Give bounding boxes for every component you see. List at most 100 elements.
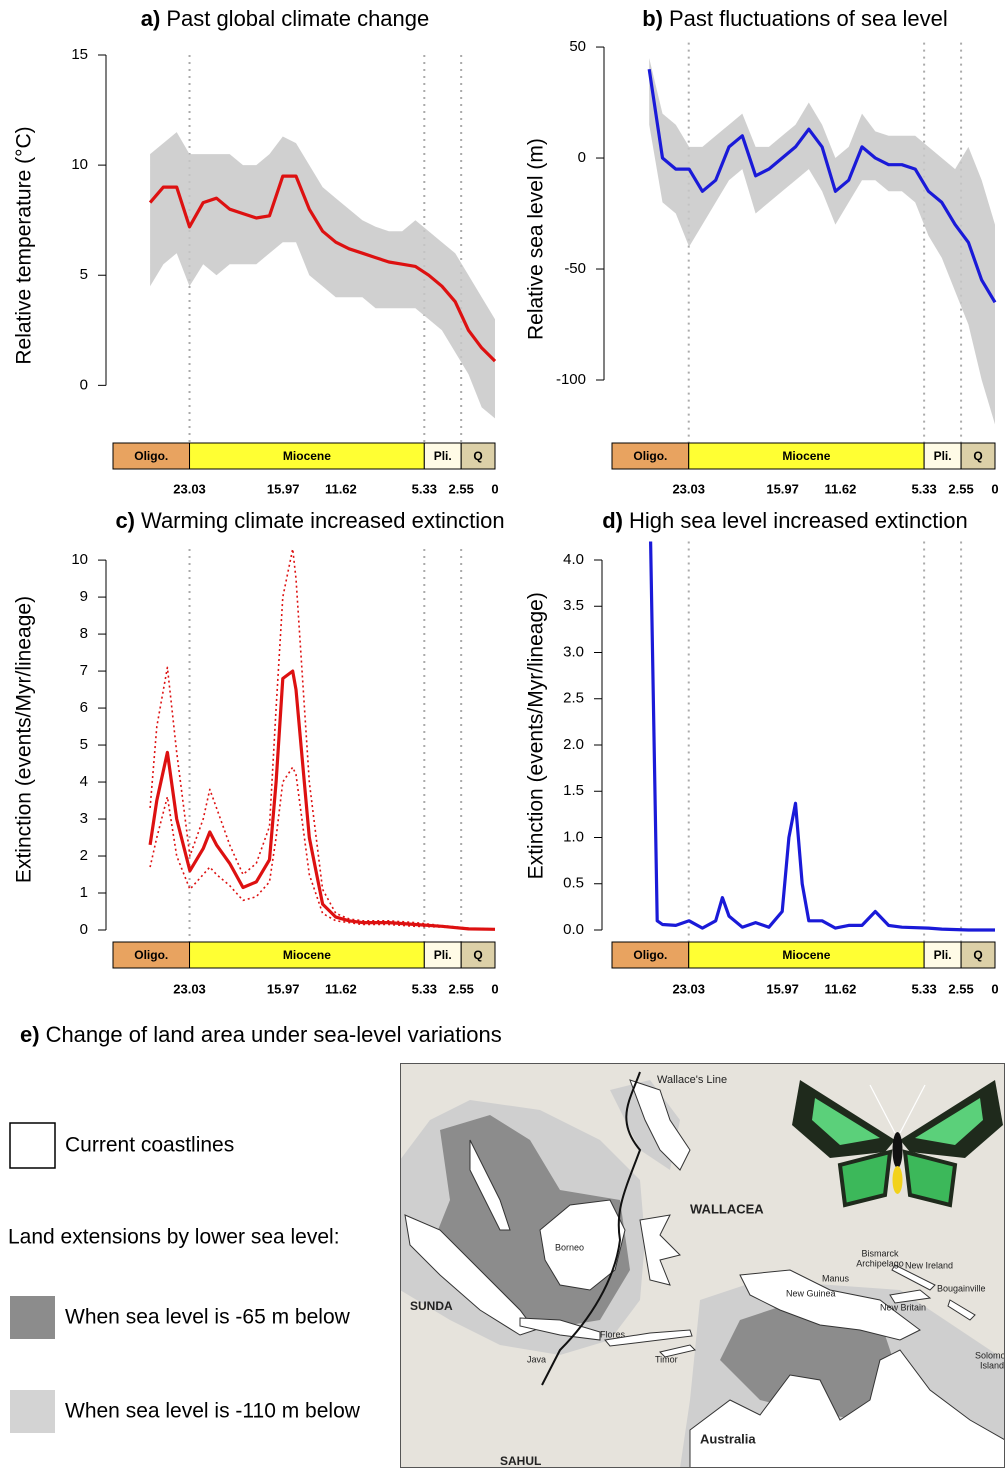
map-label: Bougainville xyxy=(937,1283,986,1293)
y-tick-label: 10 xyxy=(71,156,88,173)
legend-text: Current coastlines xyxy=(65,1134,234,1157)
x-tick-label: 2.55 xyxy=(449,981,474,996)
y-tick-label: 8 xyxy=(80,625,88,642)
epoch-label: Q xyxy=(973,449,982,463)
map-label: Australia xyxy=(700,1431,756,1446)
epoch-label: Pli. xyxy=(934,449,952,463)
epoch-bar xyxy=(189,941,425,969)
map-label: Solomon xyxy=(975,1350,1005,1360)
y-axis-label: Extinction (events/Myr/lineage) xyxy=(525,592,548,879)
map: Wallace's Line WALLACEA Borneo SUNDA Jav… xyxy=(400,1063,1005,1468)
panel-title-text: Past fluctuations of sea level xyxy=(669,6,948,31)
x-tick-label: 15.97 xyxy=(267,981,300,996)
epoch-bar xyxy=(960,442,996,470)
panel-e-title: e) Change of land area under sea-level va… xyxy=(20,1022,502,1047)
data-line xyxy=(148,669,496,931)
x-tick-label: 2.55 xyxy=(948,981,973,996)
y-tick-label: 4.0 xyxy=(563,551,584,568)
x-tick-label: 15.97 xyxy=(766,481,799,496)
y-tick-label: 0.5 xyxy=(563,875,584,892)
legend-heading: Land extensions by lower sea level: xyxy=(8,1226,340,1249)
y-tick-label: 0 xyxy=(578,149,586,166)
panel-label: a) xyxy=(141,6,161,31)
epoch-label: Q xyxy=(473,948,482,962)
epoch-bar xyxy=(460,941,496,969)
map-label: Wallace's Line xyxy=(657,1074,727,1086)
x-tick-label: 15.97 xyxy=(267,481,300,496)
panel-label: d) xyxy=(602,508,623,533)
epoch-label: Oligo. xyxy=(633,449,667,463)
epoch-label: Q xyxy=(973,948,982,962)
panel: a) Past global climate change Relative tem… xyxy=(13,6,499,497)
epoch-bar xyxy=(423,941,462,969)
x-tick-label: 23.03 xyxy=(173,981,206,996)
map-label: SUNDA xyxy=(410,1299,453,1313)
x-tick-label: 23.03 xyxy=(672,481,705,496)
butterfly xyxy=(792,1080,1003,1208)
y-tick-label: 3 xyxy=(80,810,88,827)
epoch-label: Miocene xyxy=(283,449,331,463)
epoch-label: Pli. xyxy=(434,449,452,463)
x-tick-label: 0 xyxy=(491,481,498,496)
panel: b) Past fluctuations of sea level Relative… xyxy=(525,6,999,497)
x-tick-label: 0 xyxy=(991,981,998,996)
y-tick-label: 9 xyxy=(80,588,88,605)
legend-text: When sea level is -65 m below xyxy=(65,1306,351,1329)
map-label: SAHUL xyxy=(500,1454,541,1468)
panel-title: a) Past global climate change xyxy=(141,6,430,31)
map-label: Islands xyxy=(980,1360,1005,1370)
land xyxy=(404,1079,1005,1468)
panel: d) High sea level increased extinction Ext… xyxy=(525,508,999,997)
y-axis-label: Relative sea level (m) xyxy=(525,138,548,340)
map-label: Archipelago xyxy=(856,1258,904,1268)
panel-title: c) Warming climate increased extinction xyxy=(115,508,504,533)
y-axis-label: Relative temperature (°C) xyxy=(13,126,36,364)
epoch-label: Miocene xyxy=(782,948,830,962)
epoch-label: Q xyxy=(473,449,482,463)
legend-swatch xyxy=(9,1122,56,1169)
data-line xyxy=(647,68,997,304)
legend-swatch xyxy=(10,1296,55,1339)
epoch-label: Miocene xyxy=(782,449,830,463)
y-tick-label: 2.0 xyxy=(563,736,584,753)
y-tick-label: 15 xyxy=(71,46,88,63)
panel-title-text: High sea level increased extinction xyxy=(629,508,968,533)
panel-title: b) Past fluctuations of sea level xyxy=(642,6,948,31)
map-label: Timor xyxy=(655,1354,678,1364)
epoch-bar xyxy=(923,442,962,470)
epoch-bar xyxy=(688,941,925,969)
epoch-bar xyxy=(688,442,925,470)
y-tick-label: 1.0 xyxy=(563,828,584,845)
x-tick-label: 2.55 xyxy=(948,481,973,496)
y-tick-label: 0.0 xyxy=(563,921,584,938)
map-label: New Ireland xyxy=(905,1260,953,1270)
map-label: New Guinea xyxy=(786,1288,836,1298)
epoch-bar xyxy=(460,442,496,470)
y-tick-label: 4 xyxy=(80,773,88,790)
y-tick-label: 6 xyxy=(80,699,88,716)
y-tick-label: 3.5 xyxy=(563,597,584,614)
y-axis-label: Extinction (events/Myr/lineage) xyxy=(13,596,36,883)
map-label: Manus xyxy=(822,1273,850,1283)
map-label: New Britain xyxy=(880,1302,926,1312)
y-tick-label: 2.5 xyxy=(563,690,584,707)
y-tick-label: -50 xyxy=(564,260,586,277)
x-tick-label: 5.33 xyxy=(911,981,936,996)
y-tick-label: 3.0 xyxy=(563,643,584,660)
y-tick-label: 7 xyxy=(80,662,88,679)
map-label: Java xyxy=(527,1354,546,1364)
epoch-label: Oligo. xyxy=(633,948,667,962)
epoch-bar xyxy=(423,442,462,470)
y-tick-label: 50 xyxy=(569,38,586,55)
x-tick-label: 23.03 xyxy=(672,981,705,996)
epoch-label: Pli. xyxy=(934,948,952,962)
epoch-bar xyxy=(189,442,425,470)
ci-line xyxy=(149,766,496,931)
panel-title: d) High sea level increased extinction xyxy=(602,508,968,533)
x-tick-label: 23.03 xyxy=(173,481,206,496)
epoch-bar xyxy=(960,941,996,969)
wallace-line xyxy=(541,1071,642,1386)
map-label: Borneo xyxy=(555,1242,584,1252)
epoch-label: Pli. xyxy=(434,948,452,962)
y-tick-label: 0 xyxy=(80,376,88,393)
